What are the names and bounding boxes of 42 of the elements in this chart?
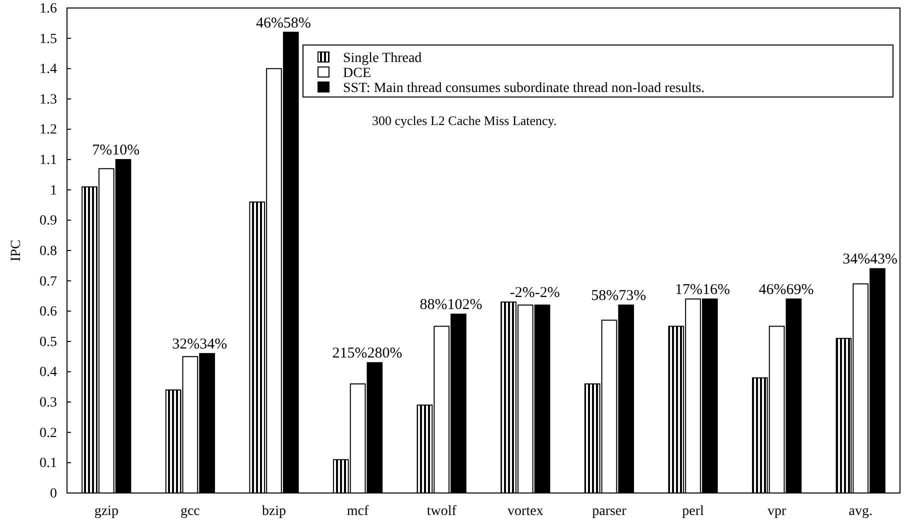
annotation: 215%280%: [332, 346, 402, 362]
x-tick-label: gcc: [180, 504, 200, 519]
y-tick-label: 0.1: [40, 456, 57, 472]
y-axis-title: IPC: [9, 240, 24, 262]
y-tick-label: 0.8: [40, 244, 57, 259]
y-tick-label: 0.6: [40, 304, 57, 320]
annotation: 34%43%: [842, 252, 898, 268]
annotation: 88%102%: [420, 297, 482, 314]
x-tick-label: vpr: [767, 504, 786, 519]
annotation: -2%-2%: [510, 285, 560, 302]
annotation: 58%73%: [591, 288, 646, 304]
x-tick-label: twolf: [426, 504, 457, 519]
y-tick-label: 0.4: [40, 365, 57, 380]
x-tick-label: parser: [592, 504, 627, 519]
y-tick-label: 0.7: [40, 274, 57, 290]
x-tick-label: perl: [682, 504, 704, 519]
x-tick-label: vortex: [508, 504, 544, 519]
y-tick-label: 0: [50, 486, 57, 502]
x-tick-label: gzip: [94, 504, 118, 519]
x-tick-label: bzip: [262, 504, 286, 519]
y-tick-label: 1.1: [40, 153, 57, 168]
annotation: 46%69%: [758, 282, 814, 298]
legend-label: SST: Main thread consumes subordinate thread non-load results.: [343, 81, 705, 96]
annotation: 7%10%: [92, 142, 140, 159]
y-tick-label: 0.2: [40, 426, 57, 441]
y-tick-label: 0.5: [40, 334, 57, 350]
legend-label: Single Thread: [343, 51, 422, 66]
y-tick-label: 1: [50, 183, 57, 198]
annotation: 300 cycles L2 Cache Miss Latency.: [372, 113, 557, 128]
x-tick-label: avg.: [848, 504, 872, 519]
y-tick-label: 1.3: [40, 92, 57, 108]
y-tick-label: 1.5: [40, 32, 57, 47]
annotation: 32%34%: [172, 336, 228, 353]
y-tick-label: 0.3: [40, 396, 57, 411]
y-tick-label: 1.6: [40, 1, 57, 16]
y-tick-label: 1.2: [40, 122, 57, 138]
annotation: 17%16%: [674, 282, 730, 298]
y-tick-label: 0.9: [40, 214, 57, 229]
y-tick-label: 1.4: [40, 62, 57, 78]
annotation: 46%58%: [256, 15, 311, 32]
x-tick-label: mcf: [346, 504, 370, 519]
legend-label: DCE: [343, 66, 371, 81]
